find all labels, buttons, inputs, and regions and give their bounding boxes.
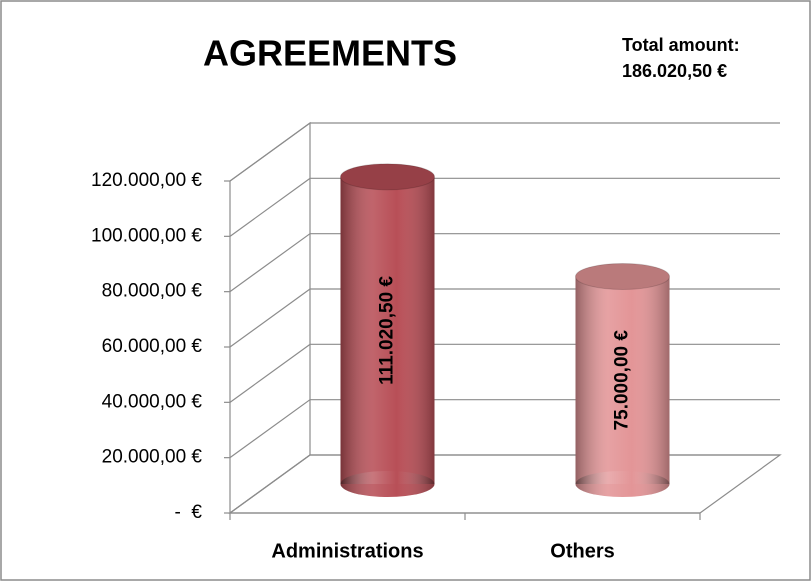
x-tick-label: Others xyxy=(550,540,614,562)
annotation: Total amount: xyxy=(622,35,740,55)
grid-line xyxy=(229,177,780,237)
grid-line xyxy=(229,122,780,182)
y-tick-label: 40.000,00 € xyxy=(102,391,203,412)
y-tick-label: 100.000,00 € xyxy=(91,225,202,246)
data-label: 111.020,50 € xyxy=(377,276,398,385)
bar-top-shade xyxy=(340,163,435,190)
y-tick-label: 20.000,00 € xyxy=(102,447,203,468)
bar-shade xyxy=(340,176,435,485)
x-tick-label: Administrations xyxy=(271,540,423,562)
grid-line xyxy=(229,233,780,293)
chart-title: AGREEMENTS xyxy=(203,33,457,74)
bar-top xyxy=(340,163,435,191)
y-tick-label: 60.000,00 € xyxy=(102,336,203,357)
bar-top xyxy=(575,263,670,290)
bar-shade xyxy=(575,276,670,484)
bar-top-shade xyxy=(575,263,670,290)
annotation: 186.020,50 € xyxy=(622,61,727,81)
y-tick-label: 120.000,00 € xyxy=(91,170,202,191)
data-label: 75.000,00 € xyxy=(612,330,633,431)
y-tick-label: 80.000,00 € xyxy=(102,281,203,302)
y-tick-label: - € xyxy=(175,502,203,523)
plot-area: - € 20.000,00 € 40.000,00 € 60.000,00 € 80.0… xyxy=(91,121,782,562)
